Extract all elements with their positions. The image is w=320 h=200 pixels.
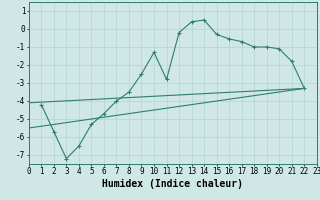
X-axis label: Humidex (Indice chaleur): Humidex (Indice chaleur) (102, 179, 243, 189)
